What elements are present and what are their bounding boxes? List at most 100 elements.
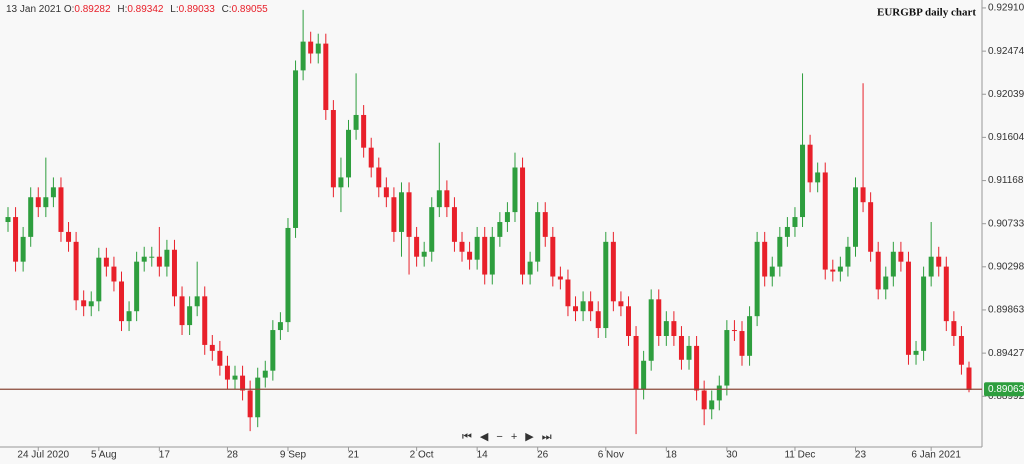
candle-body — [81, 300, 87, 307]
candle-body — [800, 144, 806, 218]
y-tick-label: 0.92910 — [988, 3, 1024, 14]
candle-body — [134, 261, 140, 312]
candle-body — [5, 217, 11, 223]
candle-body — [535, 212, 541, 262]
candle-body — [890, 251, 896, 277]
candle-body — [504, 212, 510, 223]
candle-body — [383, 187, 389, 198]
candle-body — [527, 261, 533, 275]
candle-body — [35, 197, 41, 208]
candle-body — [686, 345, 692, 360]
candle-body — [66, 231, 72, 242]
candle-body — [459, 241, 465, 252]
candle-body — [217, 350, 223, 366]
candle-body — [603, 241, 609, 329]
candle-body — [436, 190, 442, 208]
candle-body — [860, 187, 866, 203]
candle-body — [641, 360, 647, 390]
header-label: L: — [170, 4, 179, 15]
candle-body — [852, 187, 858, 247]
header-label: H: — [117, 4, 128, 15]
candle-body — [119, 281, 125, 322]
candle-body — [815, 172, 821, 183]
candle-body — [300, 41, 306, 71]
last-price-label: 0.89063 — [988, 384, 1024, 395]
candle-body — [625, 306, 631, 336]
x-tick-label: 5 Aug — [91, 450, 117, 461]
candle-body — [209, 344, 215, 351]
candle-body — [58, 187, 64, 232]
y-tick-label: 0.88992 — [988, 391, 1024, 402]
candle-body — [346, 129, 352, 178]
candle-body — [694, 345, 700, 391]
navigation-controls: ⏮︎◀︎−+▶︎⏭︎ — [462, 430, 560, 444]
candle-body — [308, 41, 314, 54]
candle-body — [731, 330, 737, 332]
last-price-box — [984, 382, 1024, 397]
candle-body — [28, 197, 34, 237]
candle-body — [618, 301, 624, 307]
candle-body — [807, 144, 813, 183]
x-tick-label: 14 — [477, 450, 489, 461]
nav-prev[interactable]: ◀︎ — [479, 431, 497, 443]
candle-body — [482, 236, 488, 275]
candle-body — [898, 251, 904, 262]
candle-body — [103, 257, 109, 267]
candle-body — [928, 256, 934, 277]
candle-body — [338, 177, 344, 188]
x-tick-label: 28 — [227, 450, 239, 461]
nav-first[interactable]: ⏮︎ — [462, 431, 480, 443]
candle-body — [573, 306, 579, 312]
candle-body — [951, 321, 957, 336]
candle-body — [958, 335, 964, 365]
nav-next[interactable]: ▶︎ — [525, 431, 542, 443]
candle-body — [285, 227, 291, 323]
candle-body — [747, 316, 753, 356]
header-high: 0.89342 — [127, 4, 164, 15]
candle-body — [769, 266, 775, 277]
candle-body — [111, 266, 117, 282]
candle-body — [262, 370, 268, 378]
candle-body — [943, 266, 949, 322]
candle-body — [474, 236, 480, 260]
candle-body — [868, 202, 874, 252]
header-open: 0.89282 — [74, 4, 111, 15]
candle-body — [542, 212, 548, 237]
candle-body — [762, 241, 768, 277]
x-tick-label: 6 Nov — [598, 450, 624, 461]
candle-body — [648, 299, 654, 361]
candle-body — [565, 279, 571, 307]
candle-body — [663, 321, 669, 336]
x-tick-label: 26 — [537, 450, 549, 461]
candle-body — [784, 226, 790, 237]
header-date: 13 Jan 2021 — [6, 4, 62, 15]
candle-body — [444, 190, 450, 208]
y-tick-label: 0.90298 — [988, 261, 1024, 272]
candle-body — [913, 350, 919, 355]
candle-body — [754, 241, 760, 317]
y-tick-label: 0.92039 — [988, 89, 1024, 100]
nav-last[interactable]: ⏭︎ — [541, 431, 560, 443]
candle-body — [610, 241, 616, 302]
nav-zoom-in[interactable]: + — [510, 431, 526, 443]
candle-body — [845, 246, 851, 267]
candle-body — [240, 375, 246, 391]
candle-body — [164, 249, 170, 267]
candle-body — [50, 187, 56, 198]
candle-body — [421, 251, 427, 257]
candle-body — [232, 375, 238, 380]
y-tick-label: 0.90733 — [988, 218, 1024, 229]
candle-body — [451, 207, 457, 242]
candle-body — [194, 296, 200, 307]
candle-body — [202, 296, 208, 345]
candle-body — [156, 256, 162, 267]
candle-body — [13, 217, 19, 262]
candle-body — [520, 167, 526, 275]
candle-body — [361, 114, 367, 148]
candle-body — [149, 256, 155, 258]
nav-zoom-out[interactable]: − — [496, 431, 511, 443]
candle-body — [777, 236, 783, 267]
y-tick-label: 0.92474 — [988, 46, 1024, 57]
x-tick-label: 23 — [855, 450, 867, 461]
candle-body — [671, 321, 677, 336]
